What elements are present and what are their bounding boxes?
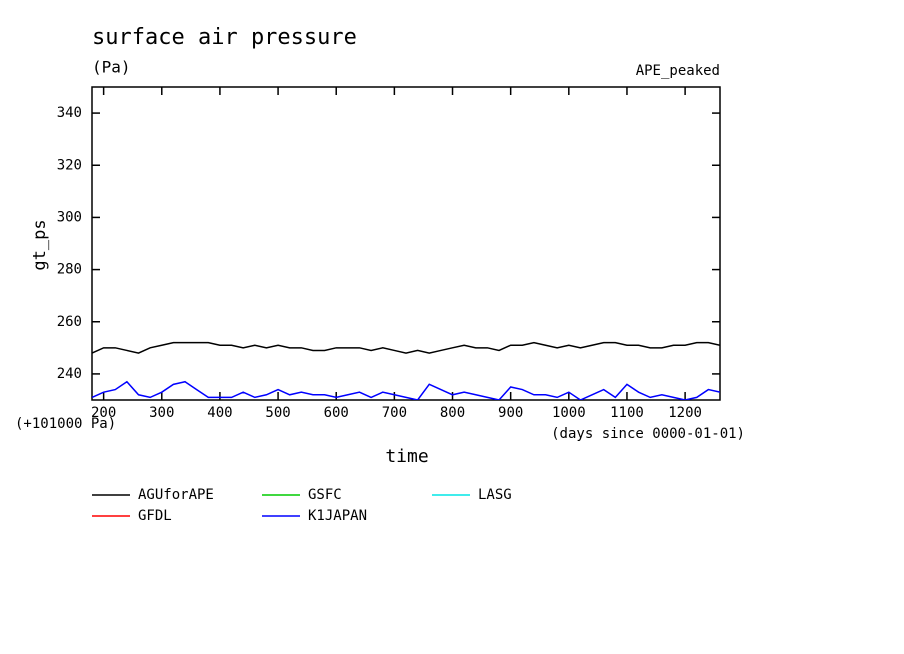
- y-tick-label: 240: [57, 366, 82, 382]
- legend-label: GFDL: [138, 508, 172, 524]
- y-tick-label: 320: [57, 157, 82, 173]
- x-tick-label: 700: [382, 405, 407, 421]
- x-tick-label: 200: [91, 405, 116, 421]
- y-offset-label: (+101000 Pa): [15, 416, 116, 432]
- legend-label: LASG: [478, 487, 512, 503]
- chart-title: surface air pressure: [92, 25, 357, 50]
- y-axis-label: gt_ps: [30, 219, 50, 270]
- x-tick-label: 1000: [552, 405, 586, 421]
- series-line: [92, 380, 720, 400]
- series-line: [92, 341, 720, 354]
- legend-label: GSFC: [308, 487, 342, 503]
- x-tick-label: 500: [265, 405, 290, 421]
- x-tick-label: 300: [149, 405, 174, 421]
- plot-frame: [91, 86, 721, 401]
- x-tick-label: 400: [207, 405, 232, 421]
- x-unit-label: (days since 0000-01-01): [551, 426, 745, 442]
- x-tick-label: 1100: [610, 405, 644, 421]
- x-tick-label: 900: [498, 405, 523, 421]
- y-tick-label: 300: [57, 209, 82, 225]
- x-tick-label: 1200: [668, 405, 702, 421]
- y-tick-label: 340: [57, 105, 82, 121]
- y-tick-label: 260: [57, 314, 82, 330]
- legend-label: AGUforAPE: [138, 487, 214, 503]
- y-tick-label: 280: [57, 262, 82, 278]
- annotation: APE_peaked: [636, 63, 720, 79]
- x-axis-label: time: [385, 446, 428, 467]
- x-tick-label: 600: [324, 405, 349, 421]
- x-tick-label: 800: [440, 405, 465, 421]
- chart-subtitle: (Pa): [92, 58, 131, 77]
- legend-label: K1JAPAN: [308, 508, 367, 524]
